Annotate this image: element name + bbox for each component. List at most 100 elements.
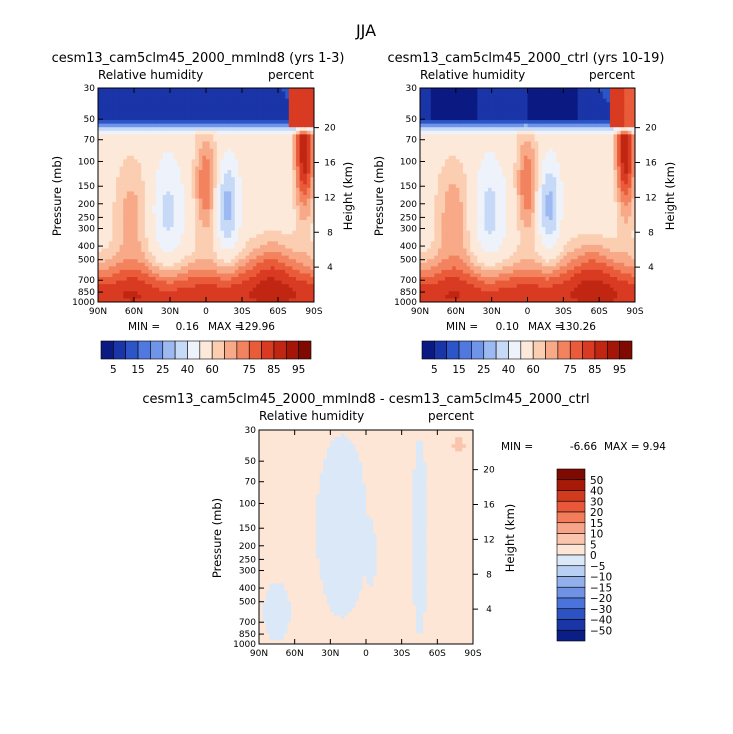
contour-cell [137,284,142,289]
contour-cell [141,227,146,232]
contour-cell [123,134,128,139]
contour-cell [134,255,139,260]
contour-cell [303,212,308,217]
contour-cell [242,173,247,178]
contour-cell [123,287,128,292]
contour-cell [270,266,275,271]
contour-cell [520,152,525,157]
contour-cell [195,205,200,210]
contour-cell [556,148,561,153]
contour-cell [263,266,268,271]
contour-cell [112,280,117,285]
contour-cell [574,105,579,110]
contour-cell [98,195,103,200]
contour-cell [195,120,200,125]
contour-cell [198,177,203,182]
contour-cell [256,184,261,189]
contour-cell [188,216,193,221]
contour-cell [137,212,142,217]
contour-cell [245,202,250,207]
contour-cell [227,259,232,264]
contour-cell [267,173,272,178]
contour-cell [188,173,193,178]
contour-cell [112,155,117,160]
contour-cell [130,162,135,168]
contour-cell [281,112,286,118]
contour-cell [299,252,304,257]
contour-cell [166,112,171,118]
contour-cell [570,116,575,121]
contour-cell [534,123,539,128]
contour-cell [134,141,139,146]
contour-cell [141,216,146,221]
height-tick-label: 12 [324,193,335,203]
contour-cell [231,105,236,110]
contour-cell [288,205,293,210]
contour-cell [137,162,142,168]
contour-cell [98,284,103,289]
contour-cell [260,155,265,160]
contour-cell [310,127,314,132]
contour-cell [292,162,297,168]
contour-cell [310,120,314,125]
contour-cell [137,95,142,100]
contour-cell [252,255,257,260]
contour-cell [184,209,189,214]
contour-cell [202,95,207,100]
contour-cell [274,123,279,128]
contour-cell [209,269,214,275]
contour-cell [98,130,103,135]
contour-cell [137,105,142,110]
contour-cell [101,102,106,107]
contour-cell [238,287,243,292]
contour-cell [263,148,268,153]
contour-cell [105,191,110,196]
contour-cell [252,298,257,302]
contour-cell [545,105,550,110]
contour-cell [274,205,279,210]
contour-cell [559,127,564,132]
contour-cell [288,148,293,153]
contour-cell [303,259,308,264]
contour-cell [134,91,139,96]
contour-cell [130,120,135,125]
contour-cell [184,134,189,139]
contour-cell [177,109,182,114]
contour-cell [202,116,207,121]
contour-cell [495,155,500,160]
contour-cell [303,230,308,235]
contour-cell [162,209,167,214]
contour-cell [238,159,243,164]
contour-cell [245,244,250,250]
contour-cell [224,255,229,260]
contour-cell [459,130,464,135]
contour-cell [116,112,121,118]
contour-cell [242,209,247,214]
contour-cell [108,252,113,257]
contour-cell [292,212,297,217]
contour-cell [252,112,257,118]
contour-cell [570,102,575,107]
contour-cell [123,284,128,289]
contour-cell [242,266,247,271]
contour-cell [588,109,593,114]
contour-cell [202,209,207,214]
contour-cell [480,162,486,168]
contour-cell [206,130,211,135]
contour-cell [184,291,189,296]
contour-cell [137,130,142,135]
contour-cell [306,252,311,257]
contour-cell [627,123,633,128]
contour-cell [220,266,225,271]
contour-cell [274,209,279,214]
contour-cell [488,105,493,110]
contour-cell [310,198,314,203]
contour-cell [213,241,218,246]
contour-cell [549,141,554,146]
contour-cell [141,223,146,228]
contour-cell [188,269,193,275]
contour-cell [238,202,243,207]
contour-cell [119,237,124,242]
contour-cell [101,152,106,157]
contour-cell [123,230,128,235]
